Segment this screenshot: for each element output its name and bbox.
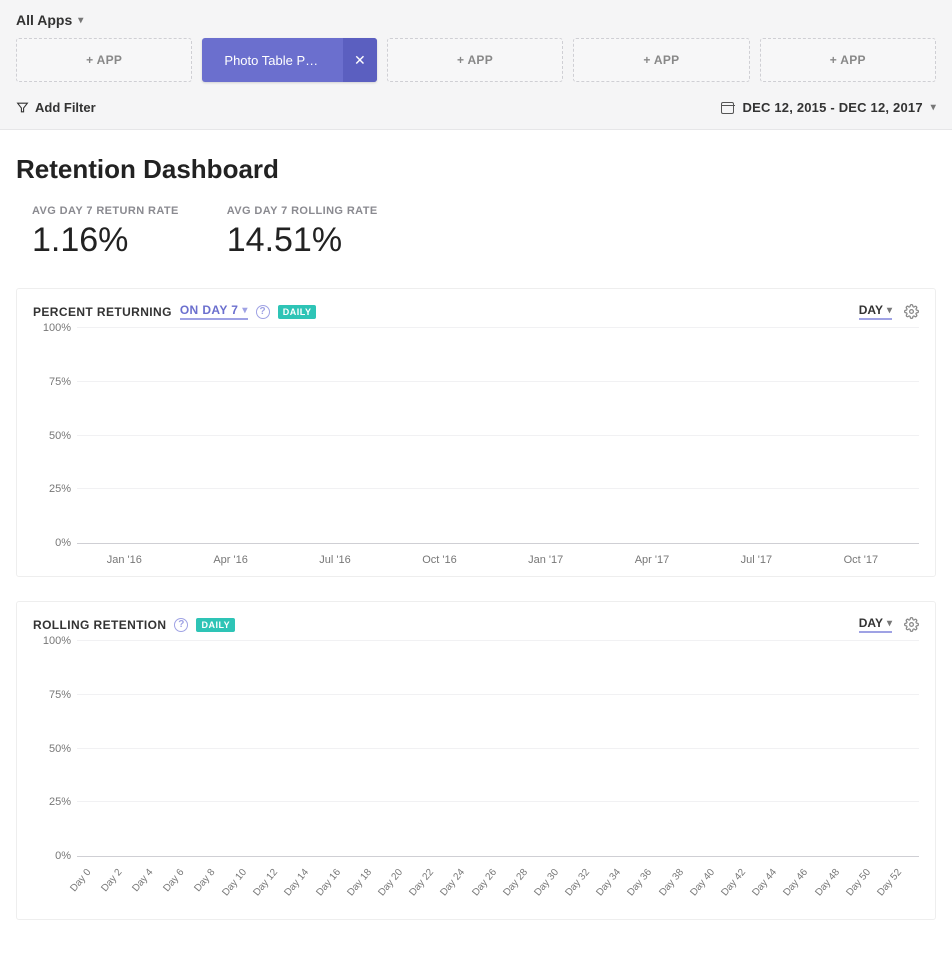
add-filter-label: Add Filter [35, 100, 96, 115]
y-tick-label: 100% [33, 635, 71, 647]
chart1-title: PERCENT RETURNING [33, 305, 172, 319]
chevron-down-icon: ▾ [931, 102, 936, 113]
chart1-settings-button[interactable] [904, 304, 919, 319]
top-header: All Apps ▾ + APP Photo Table P… ✕ + APP … [0, 0, 952, 130]
kpi-rolling-value: 14.51% [227, 221, 378, 260]
y-tick-label: 50% [33, 743, 71, 755]
close-tab-button[interactable]: ✕ [343, 38, 377, 82]
chart1-onday-label: ON DAY 7 [180, 303, 239, 317]
chevron-down-icon: ▾ [887, 305, 892, 316]
chart2-plot: 0%25%50%75%100% [77, 641, 919, 857]
chart1-onday-dropdown[interactable]: ON DAY 7 ▾ [180, 303, 248, 320]
add-app-slot-4[interactable]: + APP [760, 38, 936, 82]
date-range-label: DEC 12, 2015 - DEC 12, 2017 [742, 100, 922, 115]
add-app-slot-3[interactable]: + APP [573, 38, 749, 82]
x-tick-label: Oct '16 [422, 554, 457, 566]
gear-icon [904, 617, 919, 632]
add-filter-button[interactable]: Add Filter [16, 100, 96, 115]
y-tick-label: 50% [33, 430, 71, 442]
content: Retention Dashboard AVG DAY 7 RETURN RAT… [0, 130, 952, 968]
add-app-label: + APP [86, 53, 122, 67]
chevron-down-icon: ▾ [78, 15, 83, 26]
add-app-label: + APP [830, 53, 866, 67]
add-app-slot-2[interactable]: + APP [387, 38, 563, 82]
x-tick-label: Oct '17 [844, 554, 879, 566]
help-icon[interactable]: ? [256, 305, 270, 319]
kpi-return-value: 1.16% [32, 221, 179, 260]
app-tab-label: Photo Table P… [224, 53, 318, 68]
chevron-down-icon: ▾ [887, 618, 892, 629]
x-tick-label: Apr '16 [213, 554, 248, 566]
app-tabs: + APP Photo Table P… ✕ + APP + APP + APP [16, 38, 936, 82]
date-range-picker[interactable]: DEC 12, 2015 - DEC 12, 2017 ▾ [721, 100, 936, 115]
chevron-down-icon: ▾ [242, 305, 247, 316]
y-tick-label: 25% [33, 483, 71, 495]
x-tick-label: Jul '17 [741, 554, 772, 566]
panel-rolling-retention: ROLLING RETENTION ? DAILY DAY ▾ 0%25%50%… [16, 601, 936, 920]
gear-icon [904, 304, 919, 319]
x-tick-label: Jan '17 [528, 554, 563, 566]
daily-badge: DAILY [278, 305, 317, 319]
kpi-row: AVG DAY 7 RETURN RATE 1.16% AVG DAY 7 RO… [16, 205, 936, 260]
add-app-label: + APP [457, 53, 493, 67]
add-app-label: + APP [643, 53, 679, 67]
y-tick-label: 75% [33, 689, 71, 701]
app-tab-main: Photo Table P… [202, 38, 342, 82]
chart2-granularity-dropdown[interactable]: DAY ▾ [859, 616, 892, 633]
y-tick-label: 25% [33, 796, 71, 808]
x-tick-label: Jul '16 [319, 554, 350, 566]
kpi-return-label: AVG DAY 7 RETURN RATE [32, 205, 179, 217]
x-tick-label: Apr '17 [635, 554, 670, 566]
x-tick-label: Jan '16 [107, 554, 142, 566]
x-tick-label: Day 0 [68, 867, 93, 894]
y-tick-label: 100% [33, 322, 71, 334]
y-tick-label: 75% [33, 376, 71, 388]
chart2-xaxis: Day 0Day 2Day 4Day 6Day 8Day 10Day 12Day… [33, 867, 919, 909]
kpi-rolling: AVG DAY 7 ROLLING RATE 14.51% [227, 205, 378, 260]
kpi-return: AVG DAY 7 RETURN RATE 1.16% [32, 205, 179, 260]
add-app-slot-1[interactable]: + APP [16, 38, 192, 82]
kpi-rolling-label: AVG DAY 7 ROLLING RATE [227, 205, 378, 217]
chart1-plot: 0%25%50%75%100% [77, 328, 919, 544]
panel-percent-returning: PERCENT RETURNING ON DAY 7 ▾ ? DAILY DAY… [16, 288, 936, 577]
all-apps-dropdown[interactable]: All Apps ▾ [16, 12, 936, 28]
chart2-settings-button[interactable] [904, 617, 919, 632]
daily-badge: DAILY [196, 618, 235, 632]
y-tick-label: 0% [33, 850, 71, 862]
chart1-granularity-label: DAY [859, 303, 883, 317]
y-tick-label: 0% [33, 537, 71, 549]
chart1-granularity-dropdown[interactable]: DAY ▾ [859, 303, 892, 320]
app-tab-active[interactable]: Photo Table P… ✕ [202, 38, 376, 82]
page-title: Retention Dashboard [16, 154, 936, 185]
chart1-xaxis: Jan '16 Apr '16 Jul '16 Oct '16 Jan '17 Apr '… [33, 554, 919, 566]
close-icon: ✕ [354, 52, 366, 69]
calendar-icon [721, 102, 734, 114]
chart2-granularity-label: DAY [859, 616, 883, 630]
chart2-title: ROLLING RETENTION [33, 618, 166, 632]
help-icon[interactable]: ? [174, 618, 188, 632]
filter-icon [16, 101, 29, 114]
all-apps-label: All Apps [16, 12, 72, 28]
